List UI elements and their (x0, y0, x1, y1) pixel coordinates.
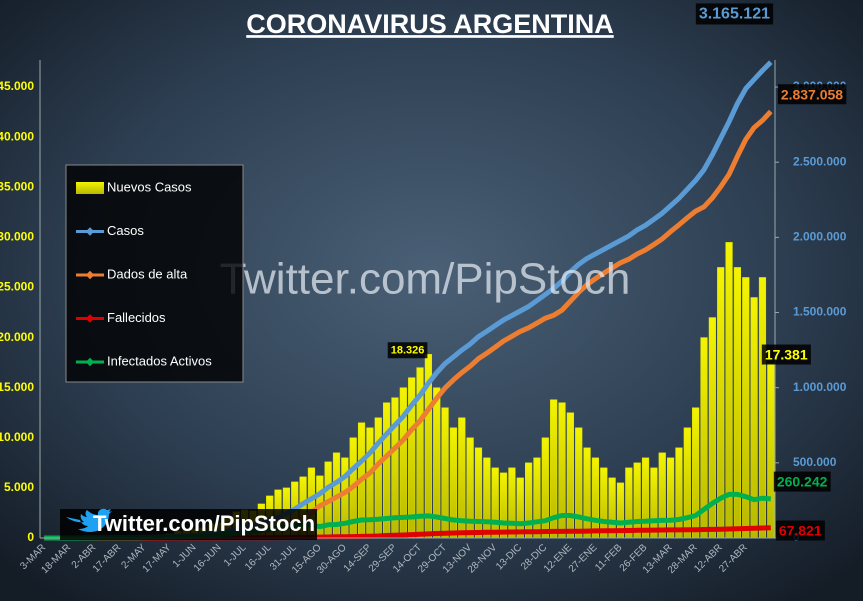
data-label: 2.837.058 (781, 86, 843, 102)
bar (667, 457, 675, 539)
bar (508, 467, 516, 539)
data-label: 18.326 (391, 344, 425, 356)
chart-title: CORONAVIRUS ARGENTINA (246, 9, 614, 39)
legend-swatch (85, 227, 95, 236)
data-label: 260.242 (777, 474, 828, 490)
data-label-box (695, 3, 774, 25)
data-label: 17.381 (765, 347, 808, 363)
y-tick-label: 35.000 (0, 179, 34, 193)
data-label-box (387, 342, 428, 359)
y2-tick-label: 2.000.000 (793, 230, 847, 244)
legend-label: Casos (107, 223, 144, 238)
bar (650, 467, 658, 539)
y-tick-label: 20.000 (0, 330, 34, 344)
bar (499, 472, 508, 539)
y2-tick-label: 1.000.000 (793, 380, 847, 394)
legend-swatch (85, 314, 95, 323)
bar (625, 467, 633, 539)
y-tick-label: 25.000 (0, 280, 34, 294)
bar (491, 467, 499, 539)
data-label: 67.821 (779, 523, 822, 539)
bar (675, 447, 683, 539)
twitter-icon (66, 508, 112, 532)
bar (767, 363, 775, 539)
y2-tick-label: 1.500.000 (793, 305, 847, 319)
bar (658, 452, 666, 539)
bar (474, 447, 483, 539)
y-tick-label: 40.000 (0, 129, 34, 143)
y2-tick-label: 2.500.000 (793, 154, 847, 168)
bar (591, 457, 600, 539)
legend-swatch (76, 182, 104, 194)
y-tick-label: 30.000 (0, 230, 34, 244)
bar (483, 457, 491, 539)
bar (641, 457, 650, 539)
y-tick-label: 0 (27, 530, 34, 544)
data-label-box (777, 84, 847, 105)
data-label-box (761, 344, 811, 365)
legend-label: Fallecidos (107, 310, 166, 325)
data-label: 3.165.121 (699, 5, 770, 22)
watermark: Twitter.com/PipStoch (93, 511, 315, 536)
bar (583, 447, 591, 539)
bar (525, 462, 533, 539)
bar (575, 427, 583, 539)
bar (533, 457, 541, 539)
legend-label: Nuevos Casos (107, 179, 192, 194)
watermark: Twitter.com/PipStoch (220, 255, 631, 304)
y-tick-label: 5.000 (4, 480, 34, 494)
data-label-box (773, 471, 831, 492)
y-tick-label: 45.000 (0, 79, 34, 93)
bar (566, 412, 574, 539)
data-label-box (775, 520, 825, 541)
legend-swatch (85, 357, 95, 367)
legend-label: Infectados Activos (107, 353, 212, 368)
bar (633, 462, 641, 539)
bar (683, 427, 691, 539)
y-tick-label: 15.000 (0, 380, 34, 394)
legend-label: Dados de alta (107, 266, 188, 281)
y-tick-label: 10.000 (0, 430, 34, 444)
bar (600, 467, 608, 539)
bar (516, 477, 524, 539)
legend-swatch (85, 270, 95, 280)
y2-tick-label: 500.000 (793, 455, 837, 469)
